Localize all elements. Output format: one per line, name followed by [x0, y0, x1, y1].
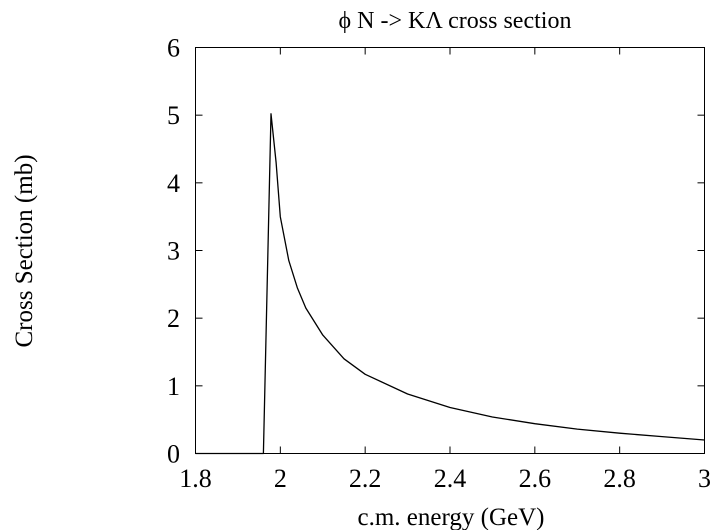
- x-tick-label: 2.8: [603, 464, 636, 493]
- y-tick-label: 0: [167, 440, 180, 469]
- y-tick-label: 2: [167, 304, 180, 333]
- x-tick-label: 2.6: [519, 464, 552, 493]
- series-layer: [195, 113, 705, 455]
- y-tick-label: 3: [167, 237, 180, 266]
- x-axis-ticks: 1.8 2 2.2 2.4 2.6 2.8 3: [179, 47, 711, 493]
- y-tick-label: 6: [167, 34, 180, 63]
- x-tick-label: 3: [698, 464, 711, 493]
- chart-title: ϕ N -> KΛ cross section: [339, 8, 572, 34]
- x-tick-label: 2: [274, 464, 287, 493]
- y-tick-label: 5: [167, 101, 180, 130]
- y-tick-label: 4: [167, 169, 180, 198]
- y-axis-ticks: 0 1 2 3 4 5 6: [167, 34, 705, 469]
- x-axis-label: c.m. energy (GeV): [358, 504, 545, 530]
- series-line: [195, 113, 705, 455]
- x-tick-label: 2.2: [349, 464, 382, 493]
- y-axis-label: Cross Section (mb): [11, 154, 38, 347]
- plot-frame: [195, 47, 705, 454]
- x-tick-label: 1.8: [179, 464, 212, 493]
- y-tick-label: 1: [167, 372, 180, 401]
- x-tick-label: 2.4: [434, 464, 467, 493]
